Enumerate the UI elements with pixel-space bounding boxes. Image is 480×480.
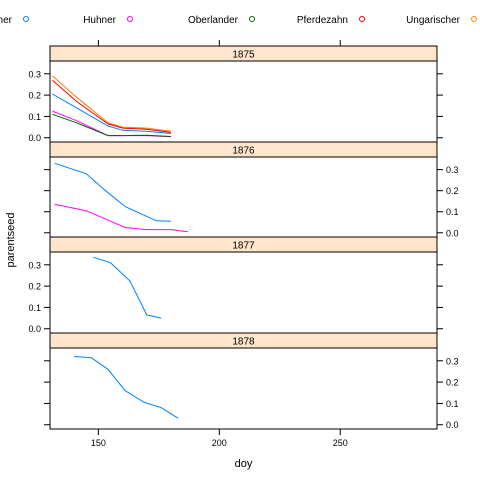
series-line-1878-badischer (74, 356, 179, 419)
y-tick-label: 0.1 (446, 207, 459, 217)
y-tick-label: 0.2 (28, 91, 41, 101)
legend-label-ungarischer: Ungarischer (406, 15, 461, 26)
panel-frame-1876 (49, 156, 438, 238)
legend-label-badischer: adischer (0, 15, 13, 26)
legend-label-pferdezahn: Pferdezahn (297, 15, 348, 26)
series-line-1875-pferdezahn (52, 79, 171, 133)
y-tick-label: 0.2 (446, 186, 459, 196)
x-axis-title: doy (235, 458, 253, 470)
y-tick-label: 0.2 (28, 282, 41, 292)
strip-label-1875: 1875 (232, 50, 255, 61)
y-tick-label: 0.2 (446, 378, 459, 388)
legend-marker-huhner (127, 16, 133, 22)
series-line-1875-badischer (52, 93, 171, 134)
legend-marker-pferdezahn (359, 16, 365, 22)
series-line-1875-oberlander (52, 113, 171, 137)
y-tick-label: 0.3 (446, 165, 459, 175)
strip-label-1876: 1876 (232, 146, 255, 157)
strip-label-1877: 1877 (232, 241, 255, 252)
y-tick-label: 0.0 (446, 228, 459, 238)
series-line-1876-badischer (54, 162, 171, 222)
x-tick-label: 150 (91, 438, 106, 448)
panel-frame-1878 (49, 347, 438, 430)
panel-frame-1877 (49, 251, 438, 334)
series-line-1875-ungarischer (52, 75, 171, 132)
y-tick-label: 0.3 (446, 356, 459, 366)
legend-label-oberlander: Oberlander (188, 15, 239, 26)
legend-label-huhner: Huhner (83, 15, 116, 26)
y-tick-label: 0.1 (28, 303, 41, 313)
y-tick-label: 0.0 (446, 420, 459, 430)
y-tick-label: 0.3 (28, 260, 41, 270)
y-tick-label: 0.0 (28, 324, 41, 334)
legend-marker-ungarischer (471, 16, 477, 22)
series-line-1876-huhner (54, 203, 188, 233)
legend-marker-badischer (23, 16, 29, 22)
y-tick-label: 0.3 (28, 69, 41, 79)
series-line-1877-badischer (93, 256, 162, 319)
x-tick-label: 250 (333, 438, 348, 448)
y-axis-title: parentseed (5, 212, 17, 267)
legend-marker-oberlander (249, 16, 255, 22)
strip-label-1878: 1878 (232, 337, 255, 348)
x-tick-label: 200 (212, 438, 227, 448)
y-tick-label: 0.0 (28, 133, 41, 143)
y-tick-label: 0.1 (28, 112, 41, 122)
panel-frame-1875 (49, 60, 438, 143)
y-tick-label: 0.1 (446, 399, 459, 409)
